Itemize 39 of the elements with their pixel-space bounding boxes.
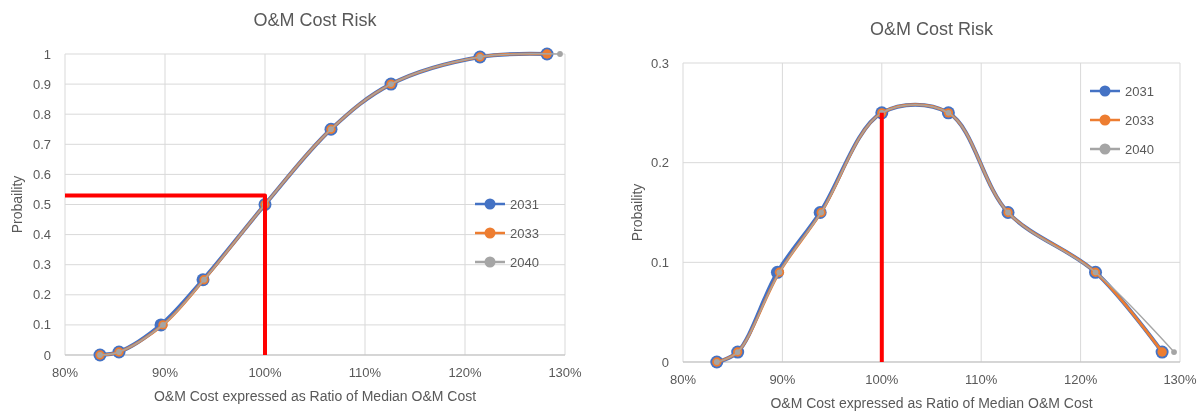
y-axis-title: Probaility (9, 175, 25, 234)
y-axis-title: Probaility (629, 183, 645, 242)
chart-title: O&M Cost Risk (253, 10, 378, 30)
x-tick-label: 80% (669, 372, 697, 387)
y-tick-label: 0 (661, 354, 669, 370)
x-tick-label: 80% (51, 365, 79, 380)
x-axis-title: O&M Cost expressed as Ratio of Median O&M Cost (153, 388, 477, 404)
y-tick-label: 0.3 (650, 55, 669, 71)
x-tick-label: 100% (248, 365, 283, 380)
x-axis-title: O&M Cost expressed as Ratio of Median O&M Cost (770, 395, 1093, 411)
x-tick-label: 120% (448, 365, 483, 380)
y-tick-label: 0.5 (32, 197, 51, 212)
y-tick-label: 1 (43, 46, 51, 62)
legend-label: 2031 (510, 197, 539, 212)
y-tick-label: 0.6 (32, 166, 51, 182)
y-tick-label: 0 (43, 347, 51, 363)
legend-label: 2033 (1125, 113, 1154, 128)
x-tick-label: 110% (348, 365, 382, 380)
y-tick-label: 0.2 (32, 287, 51, 303)
y-tick-label: 0.7 (32, 136, 51, 152)
x-tick-label: 100% (865, 372, 899, 387)
y-tick-label: 0.1 (32, 317, 51, 333)
y-tick-label: 0.3 (32, 257, 51, 273)
legend-label: 2040 (1125, 142, 1154, 157)
x-tick-label: 90% (769, 372, 796, 387)
chart-title: O&M Cost Risk (869, 19, 994, 39)
x-tick-label: 110% (965, 372, 998, 387)
y-tick-label: 0.4 (32, 227, 51, 243)
x-tick-label: 130% (1163, 372, 1198, 387)
x-tick-label: 120% (1063, 372, 1098, 387)
x-tick-label: 90% (151, 365, 179, 380)
y-tick-label: 0.2 (650, 155, 669, 171)
legend-label: 2040 (510, 255, 539, 270)
legend-label: 2033 (510, 226, 539, 241)
y-tick-label: 0.8 (32, 106, 51, 122)
y-tick-label: 0.9 (32, 76, 51, 92)
x-tick-label: 130% (548, 365, 583, 380)
y-tick-label: 0.1 (650, 254, 669, 270)
legend-label: 2031 (1125, 84, 1154, 99)
